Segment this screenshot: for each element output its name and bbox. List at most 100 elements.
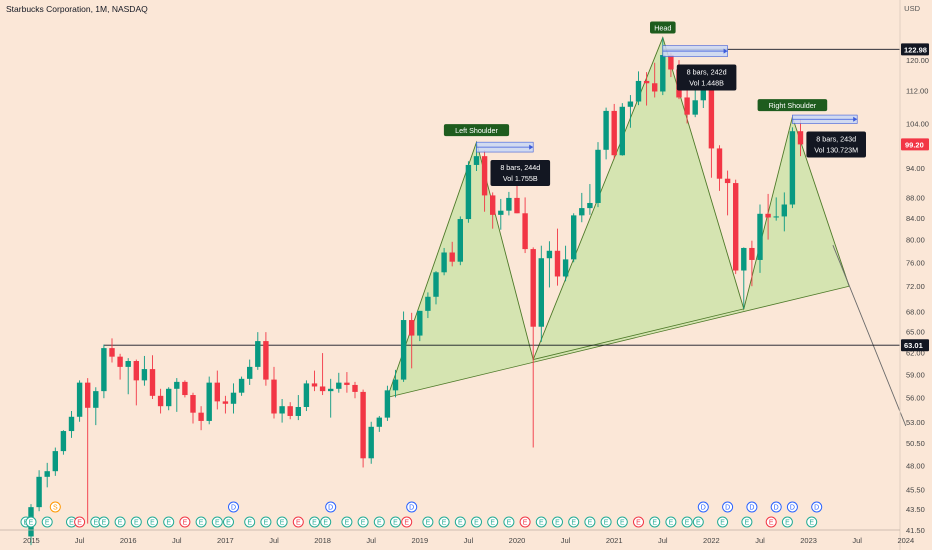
earnings-marker[interactable]: E xyxy=(781,516,793,528)
candle xyxy=(230,383,237,414)
split-marker[interactable]: S xyxy=(49,501,61,513)
chart-title: Starbucks Corporation, 1M, NASDAQ xyxy=(6,4,148,14)
dividend-marker[interactable]: D xyxy=(786,501,798,513)
dividend-marker[interactable]: D xyxy=(228,501,239,513)
earnings-marker-circle xyxy=(519,516,531,528)
candle-body xyxy=(60,431,67,452)
dividend-marker[interactable]: D xyxy=(811,501,823,513)
earnings-marker[interactable]: E xyxy=(633,516,644,528)
earnings-marker[interactable]: E xyxy=(276,516,288,528)
earnings-marker[interactable]: E xyxy=(600,516,612,528)
candle xyxy=(36,470,42,512)
earnings-marker[interactable]: E xyxy=(163,516,175,528)
candle xyxy=(481,150,488,212)
candle-body xyxy=(125,361,131,367)
candle xyxy=(603,107,609,160)
candle-body xyxy=(166,388,172,407)
earnings-marker[interactable]: E xyxy=(223,516,234,528)
earnings-marker[interactable]: E xyxy=(681,516,693,528)
dividend-marker[interactable]: D xyxy=(746,501,758,513)
earnings-marker[interactable]: E xyxy=(487,516,499,528)
earnings-marker[interactable]: E xyxy=(74,516,86,528)
earnings-marker[interactable]: E xyxy=(373,516,385,528)
earnings-marker[interactable]: E xyxy=(130,516,142,528)
earnings-marker[interactable]: E xyxy=(616,516,628,528)
dividend-marker-circle xyxy=(228,501,239,513)
earnings-marker[interactable]: E xyxy=(147,516,158,528)
earnings-marker[interactable]: E xyxy=(552,516,563,528)
label-right-shoulder: Right Shoulder xyxy=(757,99,828,112)
earnings-marker[interactable]: E xyxy=(438,516,450,528)
candle xyxy=(198,406,204,431)
earnings-marker[interactable]: E xyxy=(568,516,580,528)
earnings-marker[interactable]: E xyxy=(422,516,434,528)
earnings-marker[interactable]: E xyxy=(114,516,126,528)
measure-tooltip-line2: Vol 1.755B xyxy=(503,174,538,183)
candle-body xyxy=(157,395,164,407)
earnings-marker[interactable]: E xyxy=(309,516,320,528)
event-marker-text: E xyxy=(523,520,528,527)
event-marker-text: E xyxy=(393,520,398,527)
dividend-marker[interactable]: D xyxy=(770,501,782,513)
dividend-marker[interactable]: D xyxy=(697,501,709,513)
earnings-marker[interactable]: E xyxy=(454,516,466,528)
earnings-marker[interactable]: E xyxy=(519,516,531,528)
earnings-marker[interactable]: E xyxy=(806,516,818,528)
candle xyxy=(765,193,771,240)
candle xyxy=(360,389,366,468)
candle-body xyxy=(789,131,796,205)
earnings-marker[interactable]: E xyxy=(471,516,482,528)
earnings-marker[interactable]: E xyxy=(665,516,677,528)
earnings-marker-circle xyxy=(633,516,644,528)
earnings-marker[interactable]: E xyxy=(341,516,353,528)
earnings-marker[interactable]: E xyxy=(25,516,37,528)
event-marker-text: E xyxy=(720,520,725,527)
earnings-marker[interactable]: E xyxy=(401,516,413,528)
candle-body xyxy=(287,406,293,416)
dividend-marker[interactable]: D xyxy=(722,501,734,513)
earnings-marker[interactable]: E xyxy=(244,516,256,528)
earnings-marker[interactable]: E xyxy=(717,516,729,528)
earnings-marker[interactable]: E xyxy=(195,516,207,528)
candle-body xyxy=(668,55,674,70)
candle xyxy=(311,370,318,392)
earnings-marker[interactable]: E xyxy=(98,516,110,528)
earnings-marker[interactable]: E xyxy=(260,516,272,528)
level-label-text: 122.98 xyxy=(904,45,927,54)
candle xyxy=(344,372,350,393)
earnings-marker-circle xyxy=(309,516,320,528)
candle-body xyxy=(368,426,374,459)
earnings-marker[interactable]: E xyxy=(584,516,596,528)
dividend-marker[interactable]: D xyxy=(406,501,418,513)
earnings-marker[interactable]: E xyxy=(765,516,777,528)
earnings-marker[interactable]: E xyxy=(357,516,369,528)
earnings-marker[interactable]: E xyxy=(179,516,191,528)
event-marker-text: D xyxy=(814,505,819,512)
candle-body xyxy=(214,382,220,402)
candle-body xyxy=(68,416,75,432)
candle-body xyxy=(109,348,115,357)
x-tick-label: 2016 xyxy=(120,536,137,545)
y-tick-label: 53.00 xyxy=(906,418,925,427)
candle xyxy=(125,358,131,395)
earnings-marker-circle xyxy=(41,516,53,528)
event-marker-text: E xyxy=(69,520,74,527)
candle-body xyxy=(765,213,771,218)
earnings-marker[interactable]: E xyxy=(503,516,515,528)
earnings-marker[interactable]: E xyxy=(292,516,304,528)
pattern-fill-area xyxy=(387,37,850,398)
earnings-marker[interactable]: E xyxy=(535,516,547,528)
earnings-marker[interactable]: E xyxy=(649,516,661,528)
earnings-marker[interactable]: E xyxy=(390,516,401,528)
earnings-marker[interactable]: E xyxy=(741,516,753,528)
earnings-marker[interactable]: E xyxy=(41,516,53,528)
event-marker-text: E xyxy=(769,520,774,527)
earnings-marker[interactable]: E xyxy=(320,516,332,528)
candle-body xyxy=(587,202,593,209)
earnings-marker[interactable]: E xyxy=(211,516,223,528)
earnings-marker[interactable]: E xyxy=(692,516,704,528)
dividend-marker[interactable]: D xyxy=(325,501,337,513)
projection-line xyxy=(832,244,907,427)
